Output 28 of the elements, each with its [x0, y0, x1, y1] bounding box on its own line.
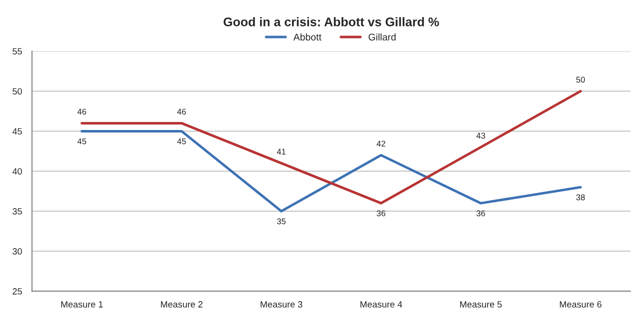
data-label: 36 [476, 210, 486, 216]
y-tick-label: 45 [12, 128, 22, 135]
data-label: 42 [376, 140, 386, 147]
data-label: 46 [177, 108, 186, 115]
y-tick-label: 50 [12, 88, 22, 95]
data-label: 43 [476, 132, 486, 139]
y-tick-label: 55 [12, 48, 22, 55]
y-tick-label: 40 [12, 168, 22, 175]
y-tick-label: 25 [12, 288, 22, 295]
data-label: 35 [277, 218, 286, 224]
legend-label: Abbott [293, 33, 322, 41]
chart-title: Good in a crisis: Abbott vs Gillard % [224, 17, 439, 26]
data-label: 45 [77, 138, 86, 144]
data-label: 36 [376, 210, 386, 216]
data-label: 41 [276, 148, 286, 155]
y-tick-label: 30 [12, 248, 22, 255]
data-label: 45 [177, 138, 186, 144]
data-label: 38 [576, 194, 585, 200]
data-label: 46 [77, 108, 86, 115]
x-tick-label: Measure 2 [161, 301, 202, 308]
legend-label: Gillard [368, 33, 396, 41]
x-tick-label: Measure 5 [460, 301, 502, 308]
data-label: 50 [576, 76, 585, 83]
x-tick-label: Measure 4 [360, 301, 402, 308]
x-tick-label: Measure 3 [260, 301, 302, 308]
x-tick-label: Measure 1 [61, 301, 103, 308]
x-tick-label: Measure 6 [560, 301, 602, 308]
y-tick-label: 35 [12, 208, 22, 215]
